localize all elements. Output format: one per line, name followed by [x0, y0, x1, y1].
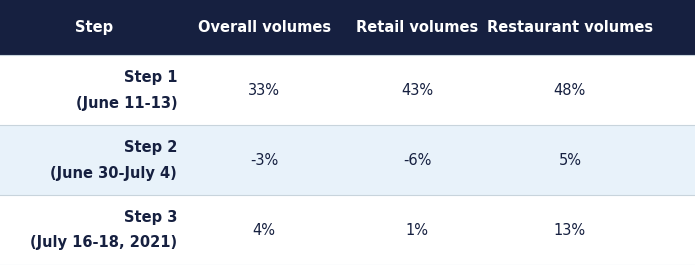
Bar — [0, 195, 695, 265]
Bar — [0, 55, 695, 125]
Text: (July 16-18, 2021): (July 16-18, 2021) — [30, 236, 177, 250]
Text: Retail volumes: Retail volumes — [356, 20, 478, 35]
Bar — [0, 0, 695, 55]
Bar — [0, 125, 695, 195]
Text: Step 1: Step 1 — [124, 70, 177, 85]
Text: 48%: 48% — [554, 83, 586, 98]
Text: 4%: 4% — [252, 223, 276, 237]
Text: Step 2: Step 2 — [124, 140, 177, 154]
Text: Restaurant volumes: Restaurant volumes — [486, 20, 653, 35]
Text: 13%: 13% — [554, 223, 586, 237]
Text: -6%: -6% — [403, 153, 431, 167]
Text: Step: Step — [75, 20, 113, 35]
Text: 5%: 5% — [558, 153, 582, 167]
Text: (June 11-13): (June 11-13) — [76, 96, 177, 111]
Text: 33%: 33% — [248, 83, 280, 98]
Text: -3%: -3% — [250, 153, 278, 167]
Text: Step 3: Step 3 — [124, 210, 177, 224]
Text: Overall volumes: Overall volumes — [197, 20, 331, 35]
Text: 43%: 43% — [401, 83, 433, 98]
Text: (June 30-July 4): (June 30-July 4) — [51, 166, 177, 180]
Text: 1%: 1% — [405, 223, 429, 237]
